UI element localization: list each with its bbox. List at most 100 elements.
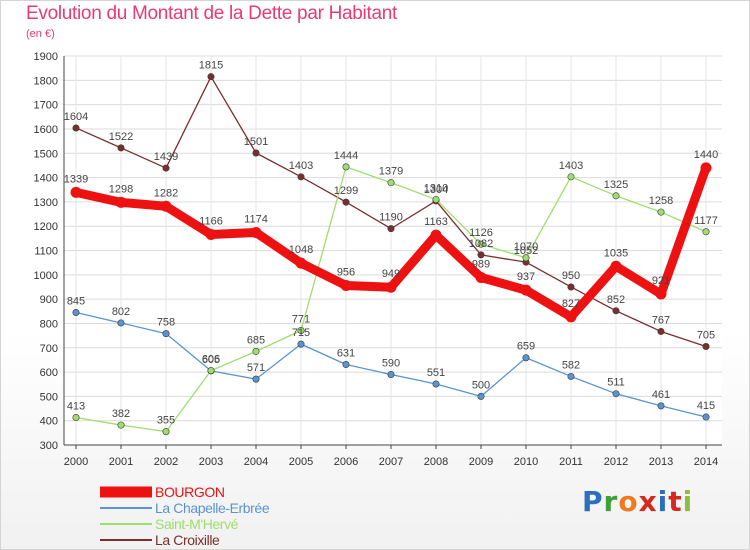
- data-label-la-croixille: 852: [607, 294, 625, 306]
- chart-title: Evolution du Montant de la Dette par Hab…: [26, 3, 397, 24]
- y-tick-label: 500: [40, 391, 58, 403]
- x-tick-label: 2005: [289, 456, 313, 468]
- data-point-la-chapelle-erbree: [252, 375, 260, 383]
- data-label-bourgon: 1440: [694, 149, 718, 161]
- data-point-la-chapelle-erbree: [342, 361, 350, 369]
- data-point-bourgon: [205, 228, 217, 240]
- y-tick-label: 700: [40, 343, 58, 355]
- data-point-bourgon: [70, 186, 82, 198]
- logo-letter: x: [638, 485, 658, 518]
- data-point-saint-m-herve: [162, 428, 170, 436]
- logo-letter: t: [668, 485, 683, 518]
- data-point-la-croixille: [477, 251, 485, 259]
- data-point-bourgon: [160, 200, 172, 212]
- data-label-saint-m-herve: 1126: [469, 227, 493, 239]
- data-point-la-croixille: [702, 343, 710, 351]
- data-label-layer: 1604 1522 1439 1815 1501 1403 1299 1190 1304 1082…: [64, 60, 718, 427]
- data-label-la-chapelle-erbree: 605: [202, 354, 220, 366]
- y-tick-label: 900: [40, 294, 58, 306]
- data-point-la-chapelle-erbree: [162, 330, 170, 338]
- data-label-bourgon: 1035: [604, 247, 628, 259]
- y-tick-label: 1300: [34, 197, 58, 209]
- y-tick-label: 400: [40, 416, 58, 428]
- data-point-la-chapelle-erbree: [657, 402, 665, 410]
- data-point-saint-m-herve: [657, 208, 665, 216]
- data-label-saint-m-herve: 1070: [514, 241, 538, 253]
- data-label-saint-m-herve: 1177: [694, 215, 718, 227]
- data-label-bourgon: 956: [337, 267, 355, 279]
- legend-label-la-chapelle-erbree: La Chapelle-Erbrée: [155, 500, 270, 516]
- y-tick-label: 1200: [34, 221, 58, 233]
- data-point-saint-m-herve: [207, 367, 215, 375]
- data-label-bourgon: 1282: [154, 187, 178, 199]
- x-tick-label: 2008: [424, 456, 448, 468]
- y-tick-label: 1800: [34, 75, 58, 87]
- data-label-la-chapelle-erbree: 415: [697, 400, 715, 412]
- logo-letter: P: [582, 485, 604, 518]
- data-label-bourgon: 949: [382, 268, 400, 280]
- data-label-bourgon: 1298: [109, 183, 133, 195]
- data-point-la-croixille: [567, 283, 575, 291]
- data-point-la-chapelle-erbree: [117, 319, 125, 327]
- data-label-saint-m-herve: 685: [247, 334, 265, 346]
- data-point-saint-m-herve: [477, 240, 485, 248]
- data-label-saint-m-herve: 606: [202, 354, 220, 366]
- y-tick-label: 1100: [34, 246, 58, 258]
- data-label-bourgon: 827: [562, 298, 580, 310]
- data-point-la-croixille: [207, 73, 215, 81]
- x-tick-label: 2009: [469, 456, 493, 468]
- data-point-la-croixille: [387, 225, 395, 233]
- y-tick-label: 1500: [34, 148, 58, 160]
- data-label-la-croixille: 1304: [424, 184, 448, 196]
- x-tick-label: 2012: [604, 456, 628, 468]
- data-point-la-croixille: [612, 307, 620, 315]
- data-point-saint-m-herve: [702, 228, 710, 236]
- data-label-bourgon: 1174: [244, 214, 268, 226]
- data-point-la-croixille: [117, 144, 125, 152]
- y-tick-label: 1700: [34, 100, 58, 112]
- data-point-saint-m-herve: [612, 192, 620, 200]
- data-label-la-chapelle-erbree: 590: [382, 357, 400, 369]
- data-label-la-chapelle-erbree: 551: [427, 367, 445, 379]
- y-tick-label: 300: [40, 440, 58, 452]
- x-tick-label: 2010: [514, 456, 538, 468]
- legend-swatch-la-chapelle-erbree: [100, 507, 152, 509]
- data-label-la-chapelle-erbree: 715: [292, 327, 310, 339]
- data-label-saint-m-herve: 382: [112, 408, 130, 420]
- data-label-la-chapelle-erbree: 631: [337, 348, 355, 360]
- y-tick-label: 1600: [34, 124, 58, 136]
- x-tick-label: 2002: [154, 456, 178, 468]
- data-point-saint-m-herve: [522, 254, 530, 262]
- data-label-la-croixille: 1439: [154, 151, 178, 163]
- data-point-la-chapelle-erbree: [567, 372, 575, 380]
- legend-swatch-la-croixille: [100, 539, 152, 541]
- data-label-bourgon: 921: [652, 275, 670, 287]
- x-tick-label: 2004: [244, 456, 268, 468]
- x-tick-label: 2011: [559, 456, 583, 468]
- data-point-bourgon: [565, 311, 577, 323]
- legend-swatch-bourgon: [100, 486, 152, 498]
- data-point-la-croixille: [252, 149, 260, 157]
- legend-swatch-saint-mherve: [100, 523, 152, 525]
- data-label-la-croixille: 1052: [514, 245, 538, 257]
- logo-letter: i: [682, 485, 694, 518]
- data-label-la-chapelle-erbree: 802: [112, 306, 130, 318]
- data-label-saint-m-herve: 413: [67, 401, 85, 413]
- data-label-la-croixille: 1299: [334, 185, 358, 197]
- data-point-bourgon: [700, 162, 712, 174]
- data-point-la-croixille: [162, 164, 170, 172]
- data-label-la-chapelle-erbree: 758: [157, 317, 175, 329]
- data-label-la-croixille: 1082: [469, 238, 493, 250]
- x-tick-label: 2006: [334, 456, 358, 468]
- axis-layer: 300 400 500 600 700 800 900 1000 1100 1200 1300 140…: [34, 51, 722, 468]
- data-point-la-chapelle-erbree: [522, 354, 530, 362]
- data-label-bourgon: 1048: [289, 244, 313, 256]
- data-label-la-croixille: 1815: [199, 60, 223, 72]
- data-point-bourgon: [340, 280, 352, 292]
- data-point-la-chapelle-erbree: [702, 413, 710, 421]
- data-point-la-chapelle-erbree: [612, 390, 620, 398]
- data-point-bourgon: [520, 284, 532, 296]
- data-point-saint-m-herve: [567, 173, 575, 181]
- data-point-la-chapelle-erbree: [297, 340, 305, 348]
- data-label-la-chapelle-erbree: 571: [247, 362, 265, 374]
